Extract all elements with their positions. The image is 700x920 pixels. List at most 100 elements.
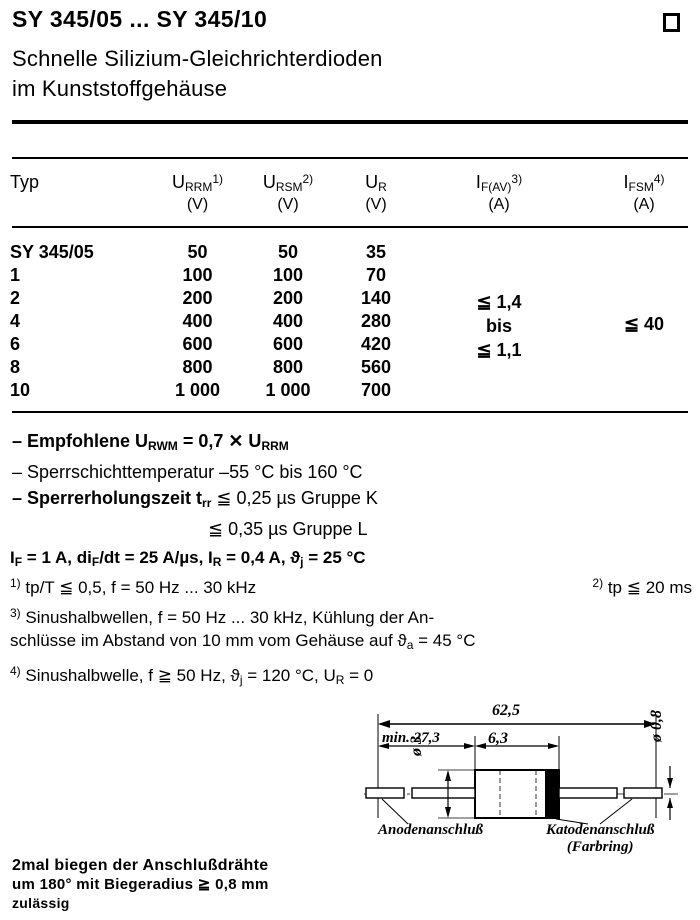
package-outline-svg xyxy=(364,714,678,825)
dim-body-length: 6,3 xyxy=(488,730,508,747)
cond-part-a: = 1 A, di xyxy=(22,548,92,567)
label-cathode-lead: Katodenanschluß (Farbring) xyxy=(546,822,654,856)
rule-top xyxy=(12,120,688,124)
cell-type: 8 xyxy=(10,357,21,377)
ifav-subscript: F(AV) xyxy=(480,180,512,194)
ifsm-subscript: FSM xyxy=(628,180,654,194)
rule-table-header-bottom xyxy=(12,226,688,228)
footnote-3-line-1: Sinushalbwellen, f = 50 Hz ... 30 kHz, K… xyxy=(25,608,435,627)
footnote-4-pre: Sinushalbwelle, f ≧ 50 Hz, ϑ xyxy=(25,666,240,685)
footnote-3: 3) Sinushalbwellen, f = 50 Hz ... 30 kHz… xyxy=(10,602,694,657)
col-header-typ-label: Typ xyxy=(10,172,40,192)
cell-type: 1 xyxy=(10,265,21,285)
subtitle-line-2: im Kunststoffgehäuse xyxy=(12,76,228,101)
col-header-typ: Typ xyxy=(10,172,39,193)
footnote-3-line-2-pre: schlüsse im Abstand von 10 mm vom Gehäus… xyxy=(10,631,407,650)
urrm-subscript: RRM xyxy=(185,180,213,194)
cond-if-sub: F xyxy=(14,555,23,569)
cell-urrm: 400 xyxy=(182,311,213,331)
cell-ursm: 200 xyxy=(272,288,304,308)
label-cathode-line-1: Katodenanschluß xyxy=(546,822,655,838)
cell-ursm: 800 xyxy=(272,357,304,377)
cell-ursm: 400 xyxy=(272,311,304,331)
ifav-span-value: ≦ 1,4 bis ≦ 1,1 xyxy=(440,290,558,362)
cell-ur: 70 xyxy=(365,265,387,285)
dim-body-diameter: ø 3 xyxy=(408,736,425,756)
cell-urrm: 800 xyxy=(182,357,213,377)
cell-urrm: 600 xyxy=(182,334,213,354)
col-header-urrm-unit: (V) xyxy=(186,196,209,213)
note-trr-pre: – Sperrerholungszeit t xyxy=(12,488,203,508)
footnote-4-post: = 0 xyxy=(344,666,374,685)
cell-type: 4 xyxy=(10,311,21,331)
subtitle-line-1: Schnelle Silizium-Gleichrichterdioden xyxy=(12,46,383,71)
dim-wire-diameter: ø 0,8 xyxy=(648,710,665,742)
footnote-1-text: tp/T ≦ 0,5, f = 50 Hz ... 30 kHz xyxy=(25,578,257,597)
cond-part-c: = 0,4 A, ϑ xyxy=(221,548,301,567)
cell-urrm: 200 xyxy=(182,288,213,308)
ur-base: U xyxy=(365,172,379,192)
rule-table-top xyxy=(12,157,688,159)
note-recovery-time-group-l: ≦ 0,35 µs Gruppe L xyxy=(208,519,368,539)
cell-type: 10 xyxy=(10,380,31,400)
lead-bending-note: 2mal biegen der Anschlußdrähte um 180° m… xyxy=(12,856,269,913)
ursm-subscript: RSM xyxy=(275,180,303,194)
bend-note-line-1: 2mal biegen der Anschlußdrähte xyxy=(12,857,269,874)
cell-ur: 140 xyxy=(360,288,392,308)
footnote-3-line-2: schlüsse im Abstand von 10 mm vom Gehäus… xyxy=(10,629,694,657)
footnote-4-marker: 4) xyxy=(10,664,21,678)
note-urwm-pre: – Empfohlene U xyxy=(12,431,149,451)
rule-table-bottom xyxy=(12,411,688,413)
ifsm-base: I xyxy=(623,172,629,192)
cell-urrm: 50 xyxy=(187,242,208,262)
ifav-base: I xyxy=(475,172,481,192)
col-header-urrm: URRM1) xyxy=(140,172,255,194)
footnote-4-ur-sub: R xyxy=(335,673,345,687)
cell-ur: 560 xyxy=(360,357,392,377)
cell-ur: 420 xyxy=(360,334,392,354)
cell-urrm: 1 000 xyxy=(174,380,221,400)
general-notes: – Empfohlene URWM = 0,7 ✕ URRM – Sperrsc… xyxy=(12,428,692,542)
footnote-3-marker: 3) xyxy=(10,606,21,620)
cell-type: 6 xyxy=(10,334,21,354)
col-header-ifsm-unit: (A) xyxy=(633,196,655,213)
ifav-max-high: ≦ 1,4 xyxy=(476,292,522,312)
page-title: SY 345/05 ... SY 345/10 xyxy=(12,6,268,32)
col-header-ur-unit: (V) xyxy=(365,196,387,213)
footnote-3-ta-sub: a xyxy=(406,638,414,652)
col-header-ifav: IF(AV)3) xyxy=(440,172,558,194)
urrm-footnote-ref: 1) xyxy=(212,172,223,186)
footnote-2-text: tp ≦ 20 ms xyxy=(607,578,692,597)
cond-ir-sub: R xyxy=(212,555,222,569)
ursm-footnote-ref: 2) xyxy=(302,172,314,186)
ursm-base: U xyxy=(262,172,276,192)
note-trr-sub: rr xyxy=(202,496,212,510)
square-outline-icon xyxy=(663,13,680,32)
ifav-max-low: ≦ 1,1 xyxy=(476,340,522,360)
bend-note-line-2: um 180° mit Biegeradius ≧ 0,8 mm xyxy=(12,876,269,893)
cond-dif-sub: F xyxy=(91,555,100,569)
footnote-4-mid: = 120 °C, U xyxy=(242,666,336,685)
footnote-test-conditions: IF = 1 A, diF/dt = 25 A/µs, IR = 0,4 A, … xyxy=(10,546,694,574)
dim-lead-min: min. 27,3 xyxy=(382,730,440,746)
label-anode-lead: Anodenanschluß xyxy=(378,822,484,838)
footnote-2-marker: 2) xyxy=(592,576,604,590)
cell-ursm: 1 000 xyxy=(265,380,311,400)
note-junction-temp: – Sperrschichttemperatur –55 °C bis 160 … xyxy=(12,462,363,482)
cond-part-d: = 25 °C xyxy=(303,548,366,567)
cond-if-base: I xyxy=(10,548,15,567)
ifav-range-word: bis xyxy=(485,316,512,336)
col-header-ifav-unit: (A) xyxy=(488,196,510,213)
note-urwm: – Empfohlene URWM = 0,7 ✕ URRM xyxy=(12,428,692,459)
urrm-base: U xyxy=(172,172,185,192)
cell-type: SY 345/05 xyxy=(10,242,94,262)
cell-ur: 280 xyxy=(360,311,392,331)
footnote-1: 1) tp/T ≦ 0,5, f = 50 Hz ... 30 kHz 2) t… xyxy=(10,572,694,599)
footnote-3-line-2-post: = 45 °C xyxy=(413,631,476,650)
col-header-ifsm: IFSM4) xyxy=(588,172,700,194)
ifsm-footnote-ref: 4) xyxy=(653,172,665,186)
cell-ur: 35 xyxy=(365,242,387,262)
note-urwm-post: = 0,7 ✕ U xyxy=(177,431,262,451)
ur-subscript: R xyxy=(378,180,387,194)
